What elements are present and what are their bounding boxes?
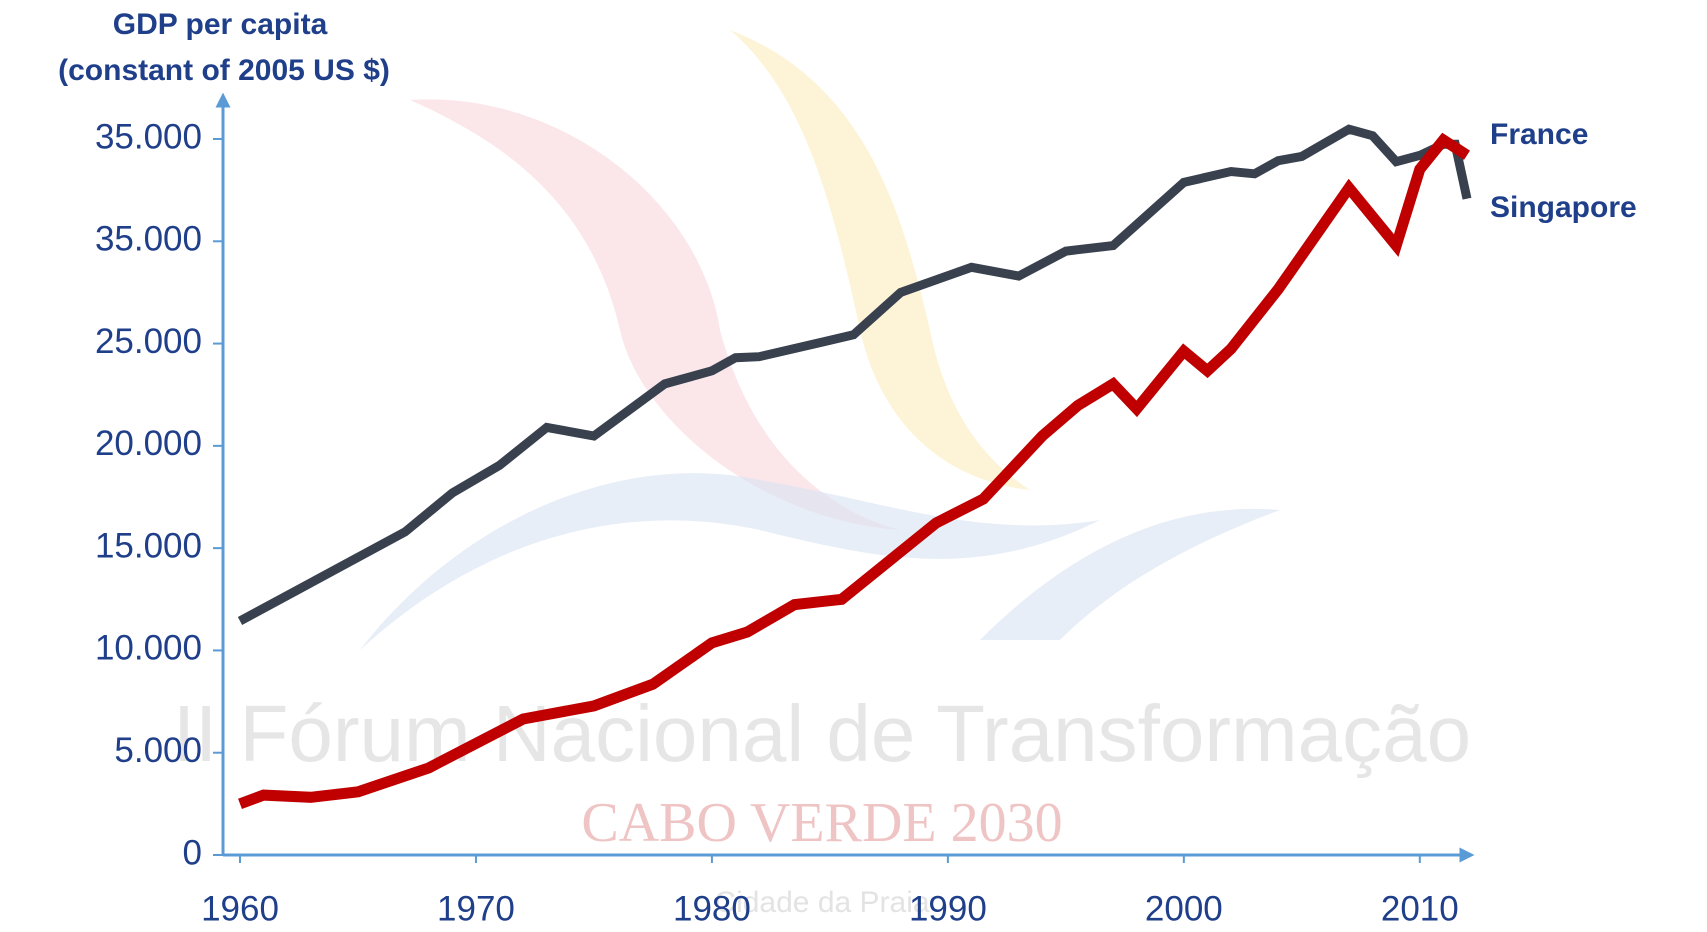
y-tick-label: 0 [183, 833, 202, 872]
x-tick-label: 1970 [437, 889, 515, 928]
y-tick-label: 10.000 [95, 629, 202, 668]
y-tick-label: 25.000 [95, 322, 202, 361]
x-tick-label: 2010 [1381, 889, 1459, 928]
y-tick-label: 5.000 [114, 731, 202, 770]
series-label: France [1490, 118, 1588, 151]
watermark-line1: II Fórum Nacional de Transformação [173, 689, 1471, 778]
y-tick-label: 35.000 [95, 220, 202, 259]
watermark-line2: CABO VERDE 2030 [581, 792, 1062, 854]
chart-title: GDP per capita [113, 8, 328, 41]
y-tick-label: 15.000 [95, 526, 202, 565]
y-tick-label: 20.000 [95, 424, 202, 463]
series-label: Singapore [1490, 191, 1637, 224]
chart-subtitle: (constant of 2005 US $) [58, 54, 390, 87]
x-tick-label: 1980 [673, 889, 751, 928]
watermark-line3: Cidade da Praia [714, 886, 929, 919]
x-tick-label: 1960 [201, 889, 279, 928]
y-tick-label: 35.000 [95, 117, 202, 156]
series-line [238, 132, 1470, 810]
x-tick-label: 2000 [1145, 889, 1223, 928]
series-line [237, 124, 1472, 625]
x-tick-label: 1990 [909, 889, 987, 928]
watermark-shapes [360, 30, 1280, 650]
